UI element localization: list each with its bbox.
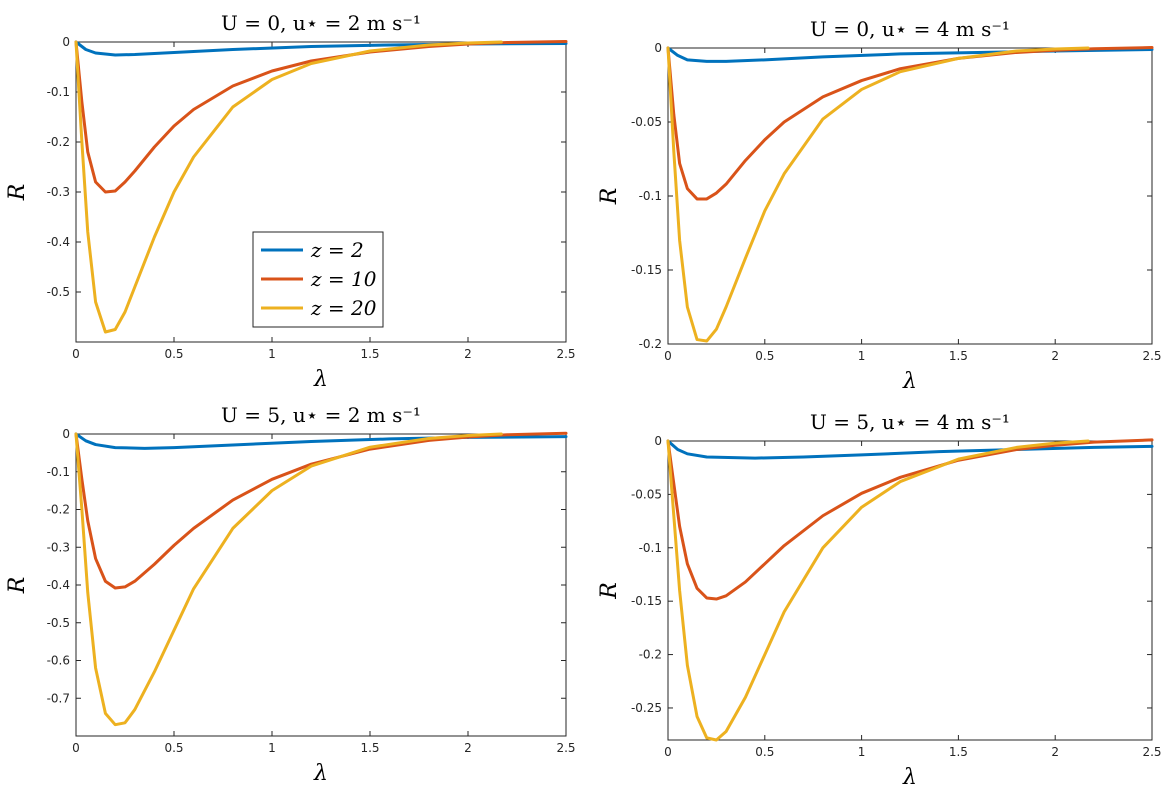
panel-3: 0 0.5 1 1.5 2 2.5 0 -0.1 -0.2 -0.3 -0.4 -0.5 -0.6 -0.… xyxy=(5,403,576,786)
series-line-z10 xyxy=(74,431,568,590)
y-axis-label: R xyxy=(597,582,622,600)
y-tick-label: -0.2 xyxy=(47,503,70,517)
y-tick-label: -0.2 xyxy=(47,135,70,149)
y-tick-label: -0.7 xyxy=(47,691,70,705)
y-tick-label: -0.15 xyxy=(631,594,662,608)
plot-area-frame xyxy=(667,47,1153,345)
y-tick-label: -0.1 xyxy=(639,541,662,555)
x-tick-label: 2.5 xyxy=(556,347,575,361)
x-tick-label: 0.5 xyxy=(755,745,774,759)
x-tick-label: 2 xyxy=(464,741,472,755)
y-tick-label: -0.4 xyxy=(47,578,70,592)
x-tick-label: 1.5 xyxy=(360,347,379,361)
series-line-z20 xyxy=(74,40,503,334)
panel-2: 0 0.5 1 1.5 2 2.5 0 -0.05 -0.1 -0.15 -0.2 U = 0, u⋆… xyxy=(597,17,1162,394)
y-tick-label: 0 xyxy=(654,434,662,448)
x-tick-label: 0.5 xyxy=(755,349,774,363)
legend: z = 2 z = 10 z = 20 xyxy=(252,231,384,328)
y-tick-label: -0.15 xyxy=(631,263,662,277)
y-tick-label: -0.05 xyxy=(631,487,662,501)
y-tick-label: -0.1 xyxy=(47,465,70,479)
y-axis-label: R xyxy=(597,188,622,206)
x-tick-label: 2 xyxy=(464,347,472,361)
x-tick-label: 1.5 xyxy=(360,741,379,755)
legend-entry: z = 10 xyxy=(310,267,377,291)
x-tick-label: 0 xyxy=(664,745,672,759)
y-tick-label: -0.4 xyxy=(47,235,70,249)
y-tick-label: -0.25 xyxy=(631,701,662,715)
y-tick-label: -0.3 xyxy=(47,185,70,199)
y-tick-label: -0.3 xyxy=(47,540,70,554)
y-tick-label: -0.5 xyxy=(47,285,70,299)
x-tick-label: 0 xyxy=(664,349,672,363)
x-axis-label: λ xyxy=(902,369,917,394)
x-tick-label: 0.5 xyxy=(164,741,183,755)
x-tick-label: 0 xyxy=(72,741,80,755)
y-tick-label: -0.2 xyxy=(639,648,662,662)
series-line-z20 xyxy=(666,439,1090,742)
y-axis-label: R xyxy=(5,184,30,202)
plot-area-frame xyxy=(667,440,1153,741)
x-tick-label: 0.5 xyxy=(164,347,183,361)
x-axis-label: λ xyxy=(313,761,328,786)
x-tick-label: 1.5 xyxy=(949,349,968,363)
x-axis-label: λ xyxy=(902,765,917,790)
y-tick-label: -0.1 xyxy=(47,85,70,99)
series-line-z2 xyxy=(74,432,568,450)
series-line-z20 xyxy=(74,432,503,727)
x-tick-label: 1 xyxy=(858,745,866,759)
x-tick-label: 1 xyxy=(858,349,866,363)
x-tick-label: 1 xyxy=(268,347,276,361)
series-line-z2 xyxy=(74,40,568,57)
series-line-z20 xyxy=(666,46,1090,343)
y-tick-label: -0.05 xyxy=(631,115,662,129)
panel-1: 0 0.5 1 1.5 2 2.5 0 -0.1 -0.2 -0.3 -0.4 -0.5 U = 0, … xyxy=(5,11,576,392)
x-axis-label: λ xyxy=(313,367,328,392)
x-tick-label: 0 xyxy=(72,347,80,361)
panel-title: U = 5, u⋆ = 2 m s⁻¹ xyxy=(221,403,421,427)
y-tick-label: 0 xyxy=(654,41,662,55)
x-tick-label: 2.5 xyxy=(556,741,575,755)
x-tick-label: 1 xyxy=(268,741,276,755)
y-tick-label: -0.5 xyxy=(47,616,70,630)
series-line-z2 xyxy=(666,439,1154,460)
panel-4: 0 0.5 1 1.5 2 2.5 0 -0.05 -0.1 -0.15 -0.2 -0.25 U = … xyxy=(597,410,1162,790)
plot-area-frame xyxy=(75,433,567,737)
panel-title: U = 5, u⋆ = 4 m s⁻¹ xyxy=(810,410,1010,434)
legend-entry: z = 20 xyxy=(310,296,377,320)
legend-entry: z = 2 xyxy=(310,238,364,262)
x-tick-label: 2 xyxy=(1051,349,1059,363)
x-tick-label: 2 xyxy=(1051,745,1059,759)
x-tick-label: 2.5 xyxy=(1142,349,1161,363)
y-tick-label: 0 xyxy=(62,35,70,49)
x-tick-label: 1.5 xyxy=(949,745,968,759)
x-tick-label: 2.5 xyxy=(1142,745,1161,759)
series-line-z10 xyxy=(666,438,1154,601)
y-tick-label: 0 xyxy=(62,427,70,441)
panel-title: U = 0, u⋆ = 2 m s⁻¹ xyxy=(221,11,421,35)
y-axis-label: R xyxy=(5,577,30,595)
y-tick-label: -0.2 xyxy=(639,337,662,351)
y-tick-label: -0.6 xyxy=(47,654,70,668)
panel-title: U = 0, u⋆ = 4 m s⁻¹ xyxy=(810,17,1010,41)
y-tick-label: -0.1 xyxy=(639,189,662,203)
